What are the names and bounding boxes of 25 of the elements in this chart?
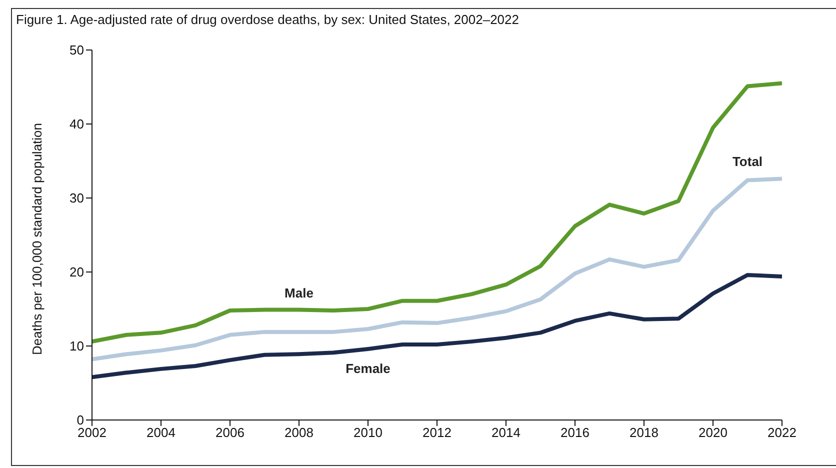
x-tick-label: 2012 (422, 425, 452, 440)
line-series (92, 176, 782, 362)
y-tick-label: 50 (70, 42, 84, 58)
x-tick-label: 2016 (560, 425, 590, 440)
x-tick-label: 2006 (216, 425, 244, 440)
x-tick-label: 2004 (146, 425, 176, 440)
series-label: Female (346, 360, 390, 376)
x-tick-label: 2008 (284, 425, 314, 440)
x-tick-label: 2022 (768, 425, 796, 440)
y-tick-label: 0 (76, 412, 84, 428)
series-label: Male (284, 286, 314, 301)
line-series (92, 81, 782, 344)
x-tick-label: 2018 (630, 425, 658, 440)
series-label: Total (732, 154, 763, 170)
x-tick-label: 2020 (698, 425, 728, 440)
chart-title: Figure 1. Age-adjusted rate of drug overdose deaths, by sex: United States, 2002–2022 (15, 11, 520, 29)
y-tick-label: 30 (70, 190, 84, 206)
y-tick-label: 40 (70, 116, 84, 132)
x-tick-label: 2014 (492, 425, 520, 440)
y-tick-label: 10 (70, 338, 84, 354)
y-tick-label: 20 (70, 264, 84, 280)
y-axis-title: Deaths per 100,000 standard population (30, 122, 45, 355)
x-tick-label: 2010 (354, 425, 382, 440)
line-series (92, 272, 782, 380)
x-tick-label: 2002 (78, 425, 106, 440)
